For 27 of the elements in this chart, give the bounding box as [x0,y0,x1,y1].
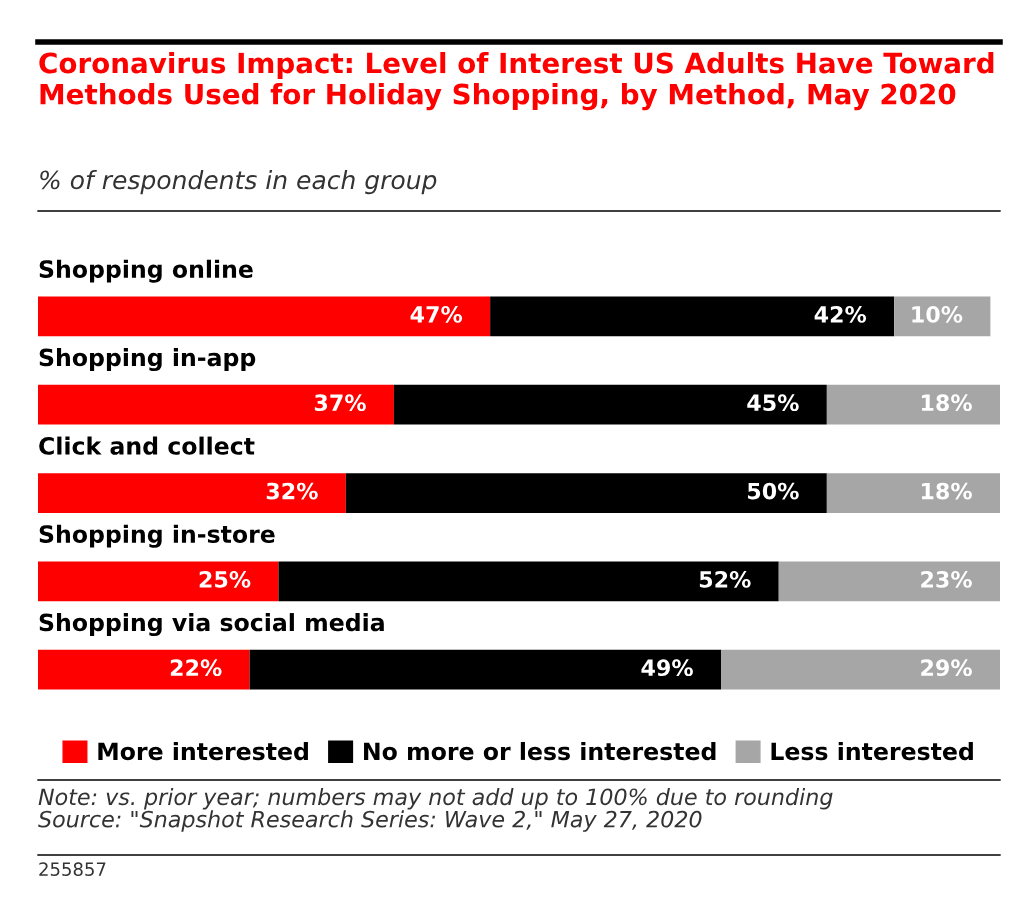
legend-label: More interested [98,741,308,761]
y-tick-label: Shopping in-store [39,524,275,548]
data-label: 32% [266,482,318,500]
data-label: 25% [199,570,251,588]
data-label: 50% [748,482,799,500]
y-tick-label: Click and collect [39,436,255,455]
data-label: 49% [641,659,693,677]
y-tick-label: Shopping via social media [39,613,384,637]
y-tick-label: Shopping in-app [39,348,256,372]
data-label: 37% [314,394,366,412]
legend-label: No more or less interested [364,741,716,761]
text: 255857 [39,862,106,876]
data-label: 22% [170,659,222,677]
data-label: 29% [921,659,972,677]
data-label: 23% [921,570,972,588]
legend-label: Less interested [771,741,973,761]
chart-subtitle: % of respondents in each group [40,170,437,195]
y-tick-label: Shopping online [39,259,253,283]
data-label: 47% [410,305,463,323]
data-label: 10% [912,305,963,323]
chart-title: Coronavirus Impact: Level of Interest US Adults Have Toward Methods Used for Holiday Shopping, by Method, May 2020 [39,52,994,111]
data-label: 45% [747,394,799,412]
data-label: 18% [921,482,972,500]
data-label: 42% [814,305,867,323]
text: Note: vs. prior year; numbers may not add up to 100% due to rounding Source: "Snapshot Research Series: Wave 2," May 27, 2020 [38,788,833,832]
data-label: 18% [921,394,972,412]
data-label: 52% [699,570,751,588]
